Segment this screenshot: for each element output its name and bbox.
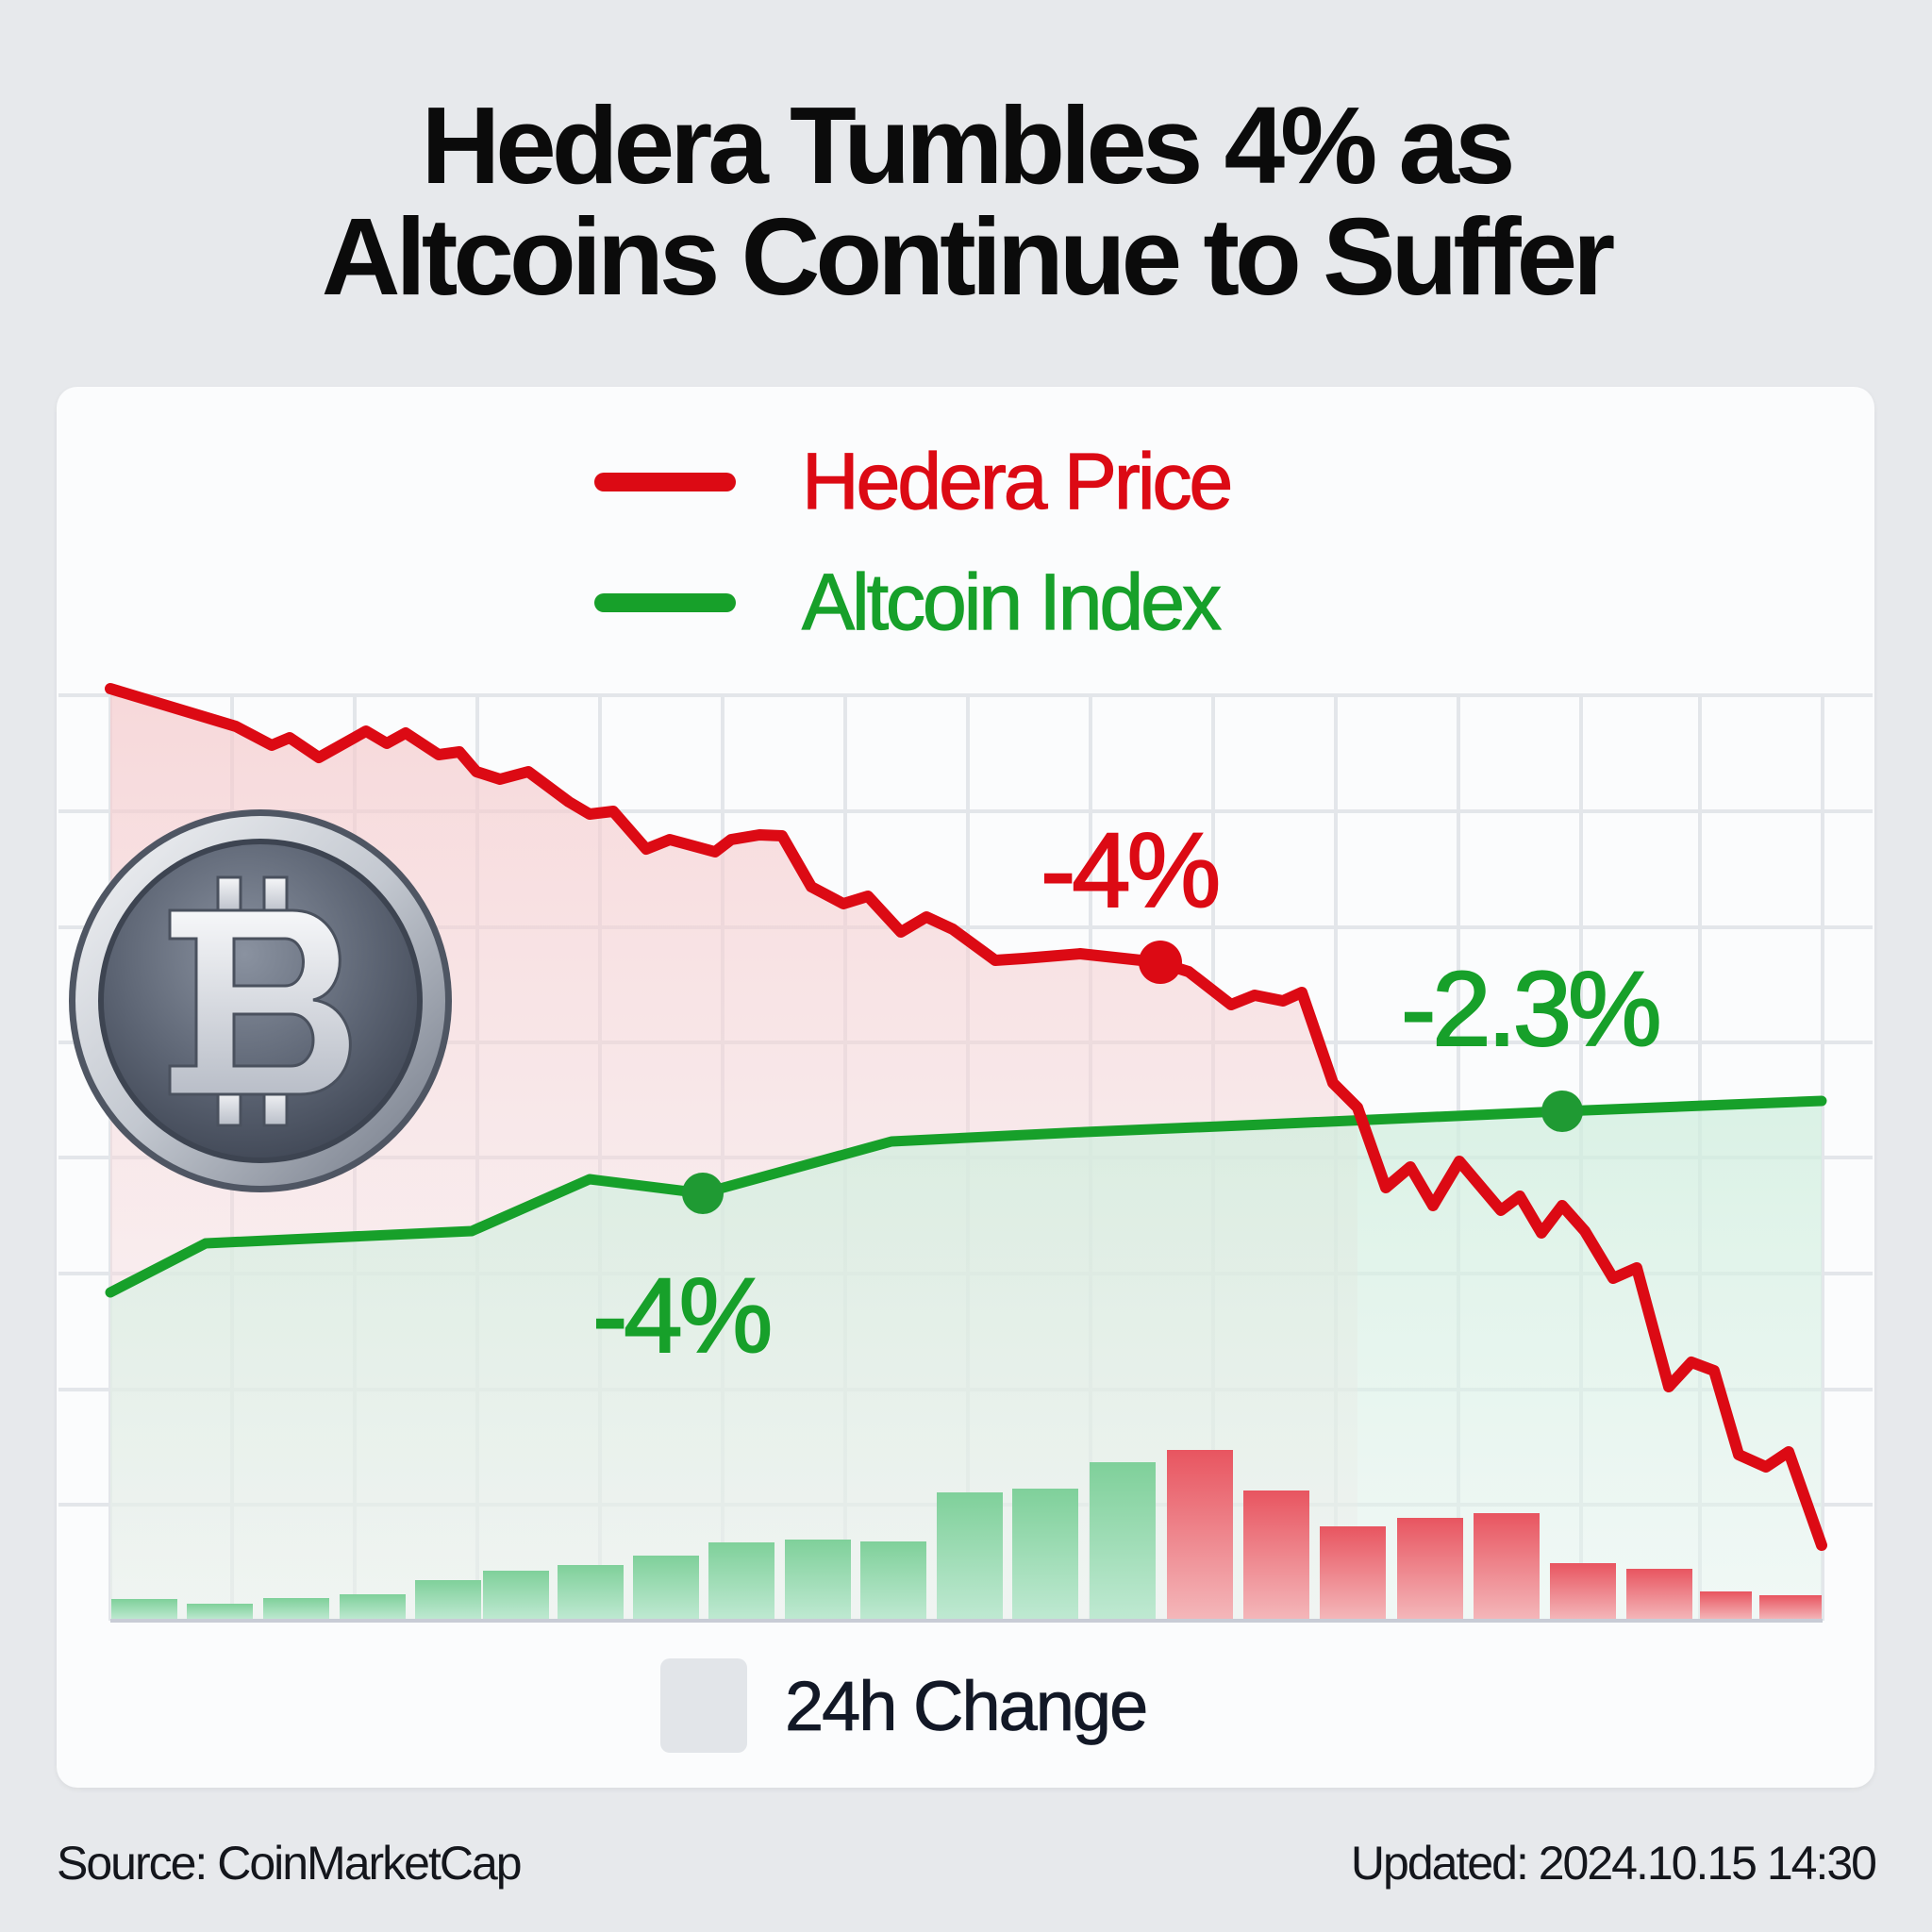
updated-timestamp: Updated: 2024.10.15 14:30 [1350,1837,1877,1890]
bottom-legend-label: 24h Change [785,1666,1149,1745]
legend-label-hedera: Hedera Price [801,436,1233,525]
altcoin-change-label-right: -2.3% [1400,949,1663,1069]
altcoin-index-line [105,1095,1827,1298]
altcoin-marker-right [1541,1091,1583,1132]
bottom-legend-swatch [660,1658,747,1753]
hedera-change-label: -4% [1040,810,1222,930]
volume-bars [111,1450,1822,1620]
hedera-marker [1139,941,1182,984]
altcoin-change-label-left: -4% [591,1256,774,1375]
legend-label-altcoin: Altcoin Index [801,557,1222,646]
bitcoin-icon [69,809,452,1192]
legend-item-hedera: Hedera Price [594,436,1234,527]
bottom-legend: 24h Change [660,1658,1149,1753]
page-title: Hedera Tumbles 4% as Altcoins Continue t… [0,90,1932,312]
source-text: Source: CoinMarketCap [57,1837,523,1890]
title-line-2: Altcoins Continue to Suffer [321,195,1616,318]
legend-swatch-green [594,592,736,612]
hedera-price-line [105,683,1827,1551]
altcoin-area [110,1101,1822,1621]
legend-swatch-red [594,472,736,491]
title-line-1: Hedera Tumbles 4% as [421,84,1515,207]
altcoin-marker-left [682,1173,724,1214]
legend-item-altcoin: Altcoin Index [594,557,1223,648]
